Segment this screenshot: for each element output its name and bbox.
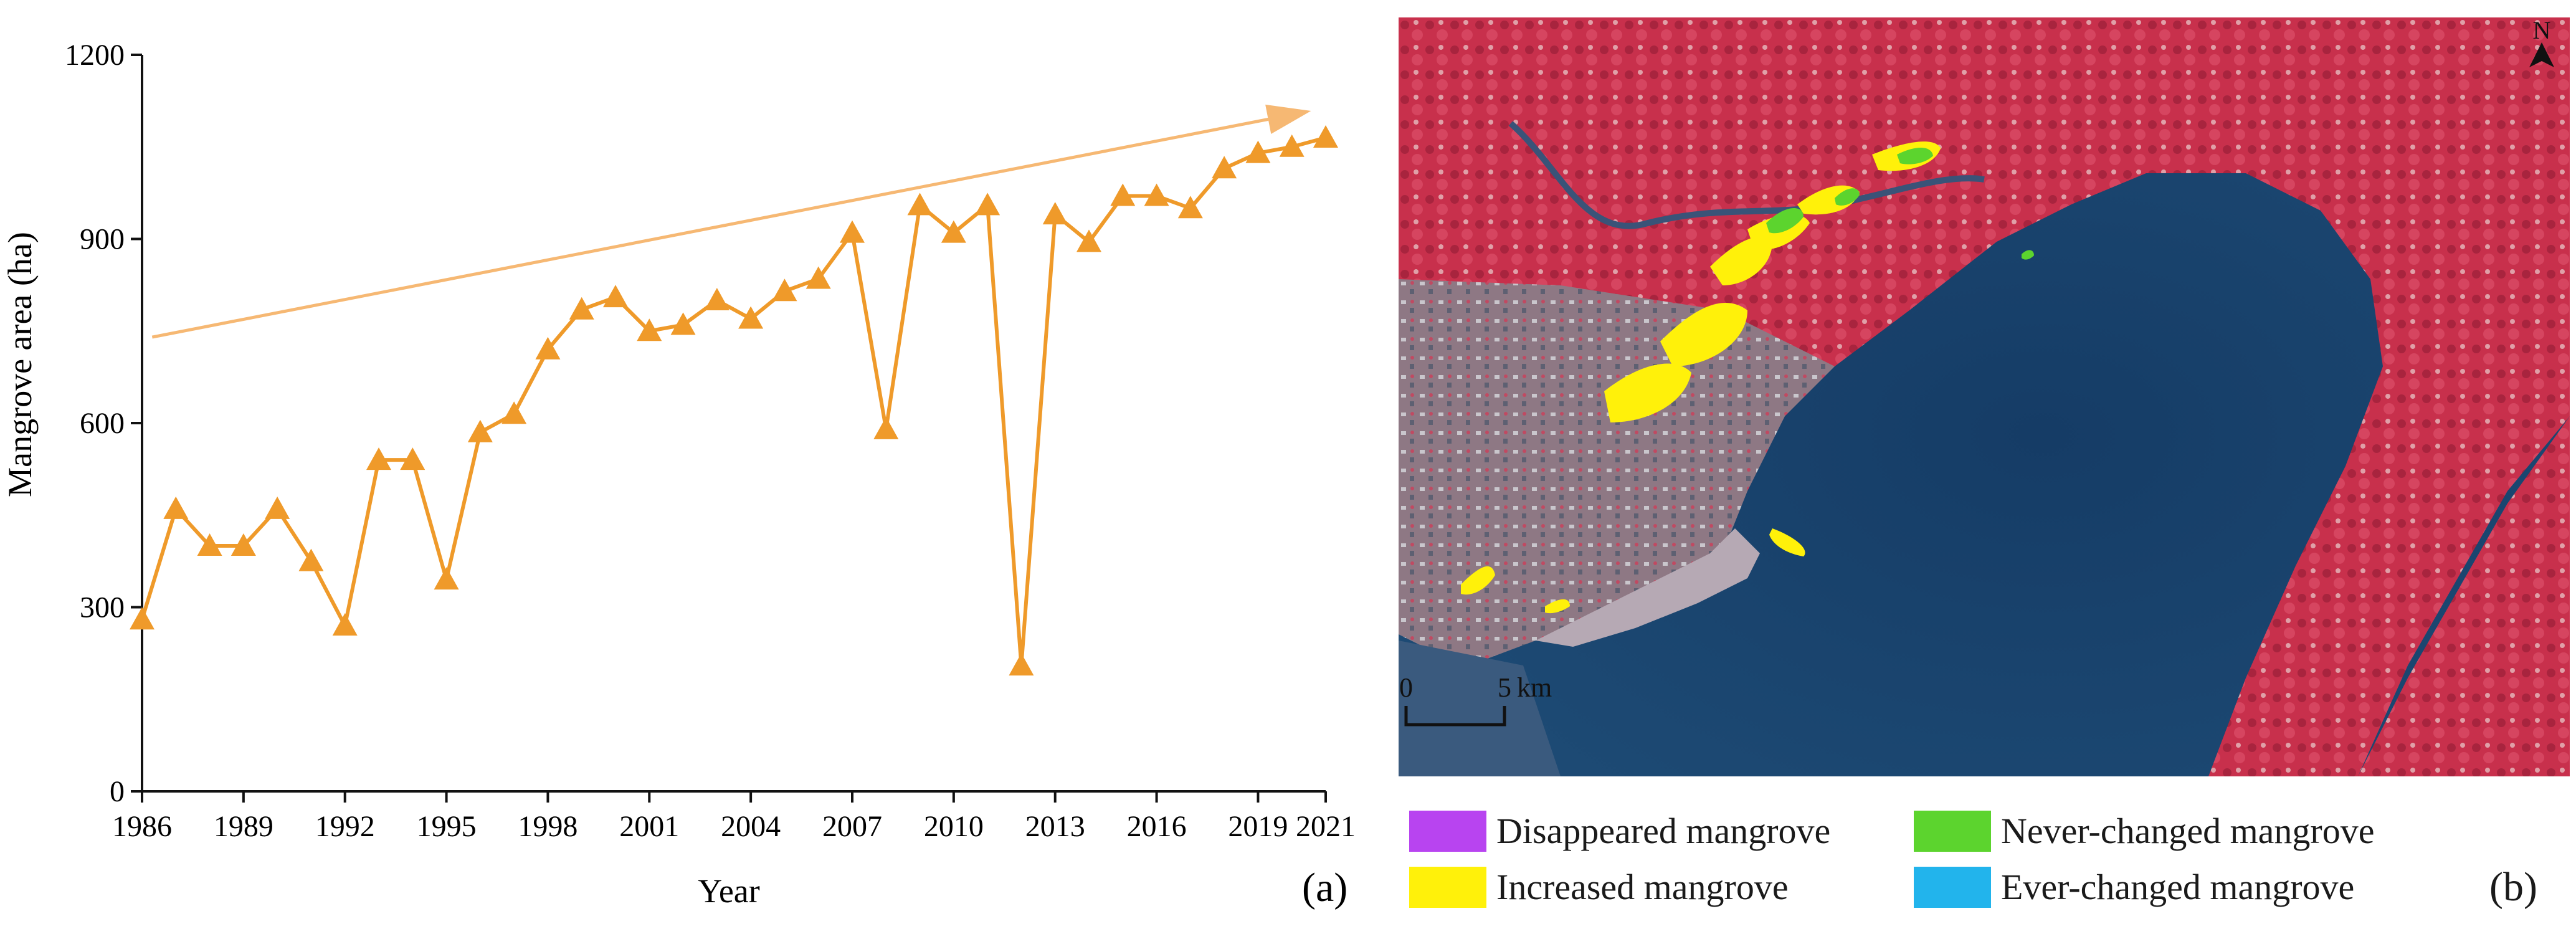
data-point-marker	[941, 220, 966, 243]
x-tick-label: 1992	[315, 810, 375, 843]
legend-label-disappeared: Disappeared mangrove	[1496, 811, 1831, 851]
x-tick-label: 2013	[1025, 810, 1085, 843]
chart-axes	[131, 54, 1327, 803]
data-point-marker	[975, 193, 1000, 216]
data-point-marker	[1144, 183, 1169, 206]
mangrove-patches	[1461, 141, 2034, 614]
data-point-marker	[265, 496, 290, 519]
scale-zero-label: 0	[1399, 672, 1413, 703]
data-point-marker	[772, 279, 797, 302]
data-point-marker	[434, 567, 459, 590]
satellite-map: N 0 5 km	[1399, 17, 2570, 776]
data-point-marker	[704, 288, 730, 310]
data-point-marker	[231, 533, 256, 556]
legend-swatch-ever-changed	[1914, 866, 1991, 908]
data-point-marker	[1077, 229, 1101, 252]
data-point-marker	[840, 220, 865, 243]
river	[1508, 121, 1985, 229]
x-axis-title: Year	[698, 872, 760, 910]
data-point-marker	[637, 318, 662, 341]
trend-arrow-head	[1265, 104, 1311, 134]
data-point-marker	[806, 266, 831, 289]
data-point-marker	[467, 419, 493, 442]
x-tick-label: 1986	[112, 810, 172, 843]
mangrove-area-chart: 1986 1989 1992 1995 1998 2001 2004 2007 2010 2013…	[1, 39, 1356, 910]
land-north	[1399, 17, 2570, 776]
x-tick-label: 1998	[518, 810, 577, 843]
legend-item-increased: Increased mangrove	[1409, 866, 1789, 908]
data-point-marker	[1009, 653, 1034, 676]
panel-label-a: (a)	[1302, 865, 1347, 910]
data-point-marker	[501, 401, 527, 424]
legend-label-increased: Increased mangrove	[1496, 867, 1789, 907]
series-line	[130, 125, 1338, 676]
y-tick-labels: 0 300 600 900 1200	[65, 39, 125, 808]
legend-swatch-increased	[1409, 866, 1486, 908]
x-tick-label: 2021	[1296, 810, 1356, 843]
land-west-south	[1399, 641, 1561, 776]
y-tick-label: 300	[80, 591, 125, 624]
legend-item-never-changed: Never-changed mangrove	[1914, 810, 2374, 852]
trend-arrow	[151, 104, 1311, 339]
legend-label-ever-changed: Ever-changed mangrove	[2001, 867, 2355, 907]
legend-label-never-changed: Never-changed mangrove	[2001, 811, 2375, 851]
data-point-marker	[907, 193, 933, 216]
svg-text:N: N	[2533, 17, 2551, 44]
x-tick-label: 2016	[1127, 810, 1187, 843]
data-point-marker	[366, 447, 391, 470]
data-point-marker	[163, 496, 189, 519]
trend-arrow-line	[151, 117, 1269, 339]
scale-five-label: 5	[1498, 672, 1511, 703]
data-point-marker	[1279, 134, 1305, 157]
data-point-marker	[603, 285, 628, 308]
legend-item-disappeared: Disappeared mangrove	[1409, 810, 1830, 852]
data-point-marker	[1245, 140, 1271, 163]
data-point-marker	[130, 607, 154, 630]
scale-bar: 0 5 km	[1399, 672, 1552, 727]
x-tick-label: 2001	[619, 810, 679, 843]
data-point-marker	[197, 533, 222, 556]
north-arrow-icon: N	[2529, 17, 2554, 67]
panel-label-b: (b)	[2489, 864, 2537, 910]
land-west-urban	[1399, 279, 1835, 659]
map-image: N 0 5 km	[1399, 17, 2570, 776]
y-axis-title: Mangrove area (ha)	[1, 232, 39, 497]
scale-unit-label: km	[1517, 672, 1552, 703]
legend-item-ever-changed: Ever-changed mangrove	[1914, 866, 2354, 908]
series-polyline	[140, 136, 1326, 668]
data-point-marker	[535, 336, 561, 360]
map-legend: Disappeared mangrove Never-changed mangr…	[1409, 810, 2568, 935]
x-tick-label: 2019	[1228, 810, 1288, 843]
x-tick-label: 1995	[417, 810, 477, 843]
legend-swatch-disappeared	[1409, 810, 1486, 852]
data-point-marker	[873, 416, 899, 439]
data-point-marker	[332, 613, 358, 636]
y-tick-label: 600	[80, 407, 125, 440]
legend-swatch-never-changed	[1914, 810, 1991, 852]
x-tick-label: 2004	[721, 810, 781, 843]
data-point-marker	[1177, 196, 1203, 219]
x-tick-labels: 1986 1989 1992 1995 1998 2001 2004 2007 2010 2013…	[112, 810, 1356, 843]
x-tick-label: 1989	[214, 810, 273, 843]
x-tick-label: 2007	[822, 810, 882, 843]
land-southeast	[2358, 416, 2570, 776]
data-point-marker	[400, 447, 425, 470]
data-point-marker	[569, 297, 594, 320]
data-point-marker	[670, 312, 696, 335]
y-tick-label: 900	[80, 223, 125, 256]
data-point-marker	[1313, 125, 1338, 148]
data-point-marker	[738, 306, 764, 329]
data-point-marker	[1042, 202, 1068, 225]
y-tick-label: 1200	[65, 39, 125, 72]
x-tick-label: 2010	[924, 810, 984, 843]
data-point-marker	[298, 548, 324, 571]
y-tick-label: 0	[110, 775, 125, 808]
data-point-marker	[1110, 183, 1136, 206]
data-point-marker	[1212, 156, 1237, 179]
land-sandbar	[1536, 528, 1760, 647]
